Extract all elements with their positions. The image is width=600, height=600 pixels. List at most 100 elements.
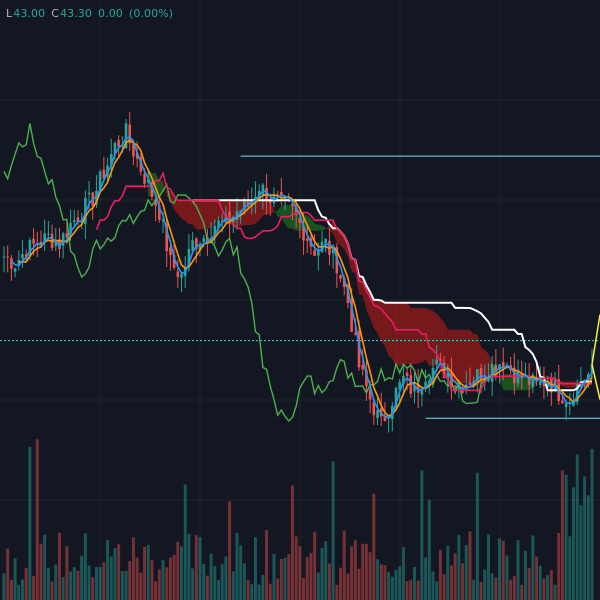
cloud-segment	[318, 224, 323, 231]
cloud-segment	[351, 258, 356, 274]
candle-body	[339, 275, 342, 279]
candle-body	[146, 179, 150, 183]
volume-bar	[287, 553, 291, 600]
candle-body	[350, 299, 353, 332]
baseline-long-line	[192, 199, 592, 392]
volume-bar	[242, 563, 246, 600]
volume-bar	[128, 561, 132, 600]
volume-bar	[572, 487, 575, 600]
candle-body	[317, 250, 320, 256]
volume-bar	[6, 548, 10, 600]
volume-bar	[520, 584, 524, 600]
cloud-segment	[214, 200, 219, 224]
volume-bar	[590, 448, 594, 600]
low-label: L	[6, 7, 13, 20]
candle-body	[494, 364, 498, 373]
ema-orange-line	[18, 139, 593, 417]
volume-bar	[46, 567, 50, 600]
cloud-segment	[277, 205, 282, 218]
candle-body	[575, 383, 579, 403]
candle-body	[294, 206, 298, 215]
volume-bar	[209, 553, 213, 600]
candle-body	[354, 332, 357, 335]
volume-bar	[431, 571, 435, 600]
volume-bar	[475, 472, 479, 600]
candle-body	[6, 256, 9, 258]
cloud-segment	[266, 200, 271, 215]
candle-body	[47, 233, 50, 235]
change-value: 0.00	[98, 7, 123, 20]
candle-body	[169, 247, 172, 255]
candle-body	[176, 271, 180, 278]
volume-bar	[146, 544, 150, 600]
cloud-segment	[410, 307, 415, 365]
candle-body	[546, 382, 549, 388]
volume-bar	[505, 555, 509, 600]
candle-body	[324, 238, 328, 244]
candle-body	[446, 373, 450, 380]
volume-bar	[586, 495, 590, 600]
low-value: 43.00	[13, 7, 46, 20]
candle-body	[10, 257, 13, 269]
candle-body	[372, 401, 376, 416]
volume-bar	[61, 577, 65, 600]
candle-body	[283, 198, 287, 200]
cloud-segment	[373, 299, 378, 333]
candle-body	[254, 196, 257, 200]
volume-bar	[257, 584, 261, 600]
volume-bar	[523, 550, 527, 600]
volume-bar	[564, 474, 568, 600]
cloud-segment	[236, 200, 241, 228]
close-value: 43.30	[60, 7, 93, 20]
volume-bar	[553, 584, 557, 600]
volume-bar	[172, 554, 176, 600]
volume-bar	[557, 533, 561, 600]
cloud-segment	[288, 205, 293, 229]
candle-body	[538, 380, 542, 385]
volume-bar	[494, 577, 498, 600]
volume-bar	[302, 577, 306, 600]
candle-body	[409, 375, 413, 394]
volume-bar	[76, 570, 80, 600]
candle-body	[143, 174, 146, 184]
volume-bar	[205, 575, 209, 600]
volume-bar	[57, 532, 61, 600]
volume-bar	[313, 531, 317, 600]
volume-bar	[198, 537, 202, 600]
candle-body	[113, 142, 117, 155]
volume-bar	[239, 545, 243, 600]
volume-bar	[316, 572, 320, 600]
volume-bar	[542, 578, 546, 600]
candle-body	[365, 370, 368, 387]
volume-bar	[401, 547, 405, 600]
volume-bar	[187, 533, 191, 600]
volume-bar	[424, 557, 428, 600]
volume-bar	[501, 540, 505, 600]
candle-body	[124, 123, 128, 149]
volume-bar	[246, 579, 250, 600]
candle-body	[202, 238, 205, 242]
volume-bar	[124, 570, 128, 600]
volume-bar	[435, 581, 439, 600]
candle-body	[128, 124, 132, 144]
cloud-segment	[359, 275, 363, 296]
candle-body	[361, 365, 365, 370]
candle-body	[468, 382, 472, 385]
volume-bar	[202, 563, 206, 600]
candle-body	[180, 273, 183, 278]
cloud-segment	[432, 311, 437, 366]
volume-bar	[265, 530, 269, 600]
cloud-segment	[388, 302, 393, 359]
volume-bar	[461, 563, 465, 600]
candle-body	[531, 374, 535, 387]
candle-body	[150, 182, 154, 197]
volume-bar	[420, 470, 424, 600]
cloud-segment	[455, 329, 459, 382]
candle-body	[383, 415, 387, 421]
cloud-segment	[255, 200, 260, 224]
cloud-segment	[192, 200, 197, 230]
volume-bar	[486, 534, 490, 600]
candle-body	[84, 197, 87, 224]
volume-bar	[268, 583, 272, 600]
